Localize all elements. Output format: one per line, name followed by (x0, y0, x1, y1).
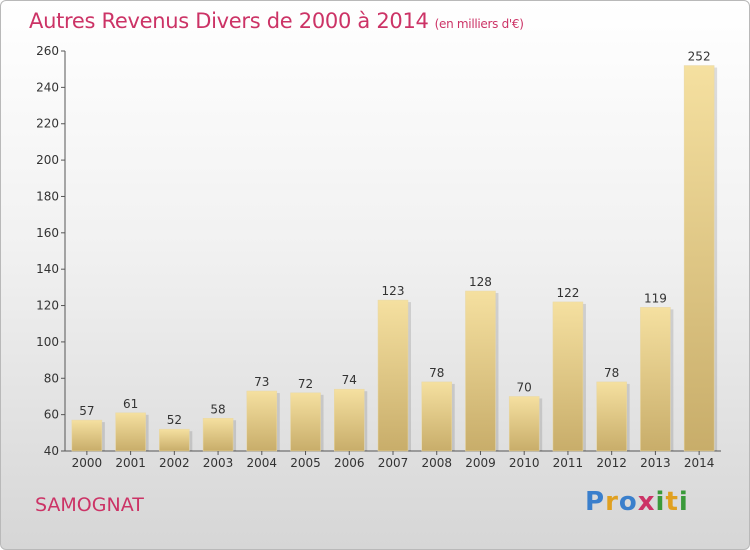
bar-value-label: 252 (688, 50, 711, 64)
y-tick-label: 100 (36, 335, 59, 349)
x-tick-label: 2014 (684, 456, 715, 470)
bar (334, 388, 365, 452)
logo-letter: r (605, 487, 619, 517)
bar (71, 419, 103, 452)
y-tick-label: 120 (36, 299, 59, 313)
y-tick-label: 80 (44, 371, 59, 385)
x-tick-label: 2002 (159, 456, 190, 470)
x-tick-label: 2008 (421, 456, 452, 470)
x-tick-label: 2004 (247, 456, 278, 470)
chart-title-text: Autres Revenus Divers de 2000 à 2014 (29, 9, 429, 33)
bar-value-label: 78 (429, 366, 444, 380)
x-tick-label: 2011 (553, 456, 584, 470)
bar-value-label: 119 (644, 291, 667, 305)
y-tick-label: 60 (44, 408, 59, 422)
bar (465, 290, 496, 452)
logo-letter: P (585, 487, 606, 517)
x-tick-label: 2000 (72, 456, 103, 470)
bar (246, 390, 278, 452)
y-tick-label: 160 (36, 226, 59, 240)
bar (421, 381, 452, 452)
bar-value-label: 57 (79, 404, 94, 418)
bar (640, 307, 671, 452)
bar-value-label: 70 (517, 380, 532, 394)
x-tick-label: 2001 (115, 456, 146, 470)
bar (159, 428, 190, 452)
y-tick-label: 240 (36, 80, 59, 94)
x-tick-label: 2005 (290, 456, 321, 470)
logo-letter: o (618, 487, 638, 517)
bar-value-label: 61 (123, 397, 138, 411)
chart-subtitle: (en milliers d'€) (434, 17, 524, 31)
logo-letter: i (678, 487, 689, 517)
x-tick-label: 2010 (509, 456, 540, 470)
bar-value-label: 123 (382, 284, 405, 298)
chart-title: Autres Revenus Divers de 2000 à 2014 (en … (29, 9, 524, 33)
bar (683, 65, 715, 452)
bar (290, 392, 321, 452)
bar-value-label: 74 (342, 373, 357, 387)
x-tick-label: 2007 (378, 456, 409, 470)
logo-letter: t (665, 487, 679, 517)
bar (202, 418, 234, 452)
y-tick-label: 220 (36, 117, 59, 131)
x-tick-label: 2006 (334, 456, 365, 470)
bar-value-label: 52 (167, 413, 182, 427)
bar (552, 301, 584, 452)
bar-value-label: 128 (469, 275, 492, 289)
bar-value-label: 78 (604, 366, 619, 380)
proxiti-logo: Proxiti (585, 487, 689, 517)
bar-value-label: 58 (210, 402, 225, 416)
bar-value-label: 72 (298, 377, 313, 391)
commune-name: SAMOGNAT (35, 494, 144, 516)
y-tick-label: 40 (44, 444, 59, 458)
x-tick-label: 2013 (640, 456, 671, 470)
y-tick-label: 140 (36, 262, 59, 276)
logo-letter: i (655, 487, 666, 517)
bar-value-label: 73 (254, 375, 269, 389)
x-tick-label: 2012 (596, 456, 627, 470)
bar (508, 396, 540, 452)
x-tick-label: 2003 (203, 456, 234, 470)
logo-letter: x (637, 487, 656, 517)
bar (596, 381, 627, 452)
y-tick-label: 200 (36, 153, 59, 167)
x-tick-label: 2009 (465, 456, 496, 470)
y-tick-label: 260 (36, 44, 59, 58)
y-tick-label: 180 (36, 189, 59, 203)
bar (377, 299, 409, 452)
bar-value-label: 122 (556, 286, 579, 300)
bar (115, 412, 146, 452)
